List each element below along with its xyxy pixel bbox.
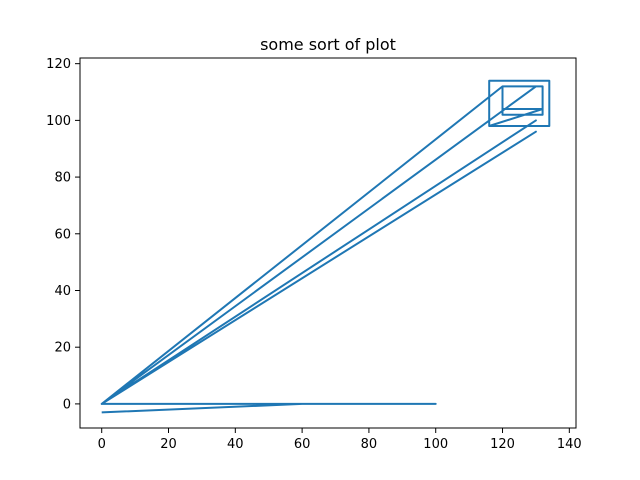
y-tick-label: 20	[54, 341, 71, 356]
series-layer	[100, 79, 551, 414]
y-tick-label: 100	[46, 114, 71, 129]
series-line	[100, 79, 551, 414]
y-tick-label: 40	[54, 284, 71, 299]
x-axis: 0 20 40 60 80 100 120 140	[98, 428, 582, 452]
y-tick-label: 0	[63, 397, 71, 412]
y-tick-label: 80	[54, 171, 71, 186]
chart-title: some sort of plot	[260, 35, 396, 54]
y-tick-label: 120	[46, 57, 71, 72]
plot-area-frame	[79, 57, 577, 429]
x-tick-label: 140	[557, 437, 582, 452]
x-tick-label: 120	[490, 437, 515, 452]
x-tick-label: 40	[227, 437, 244, 452]
x-tick-label: 20	[160, 437, 177, 452]
x-tick-label: 60	[294, 437, 311, 452]
y-axis: 0 20 40 60 80 100 120	[46, 57, 80, 412]
x-tick-label: 0	[98, 437, 106, 452]
x-tick-label: 80	[361, 437, 378, 452]
y-tick-label: 60	[54, 227, 71, 242]
x-tick-label: 100	[423, 437, 448, 452]
